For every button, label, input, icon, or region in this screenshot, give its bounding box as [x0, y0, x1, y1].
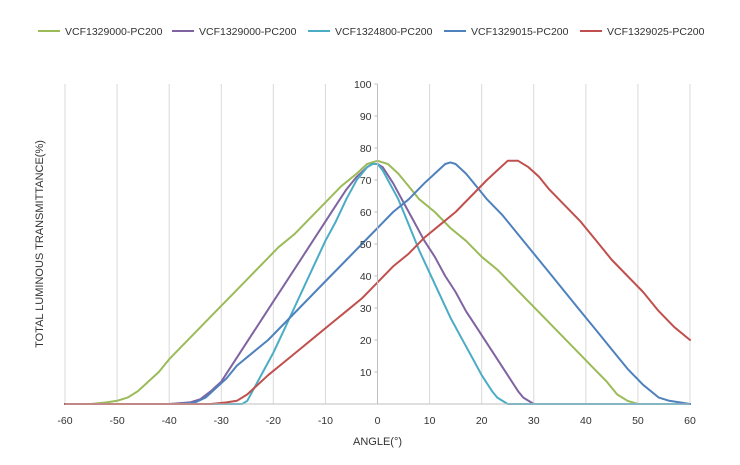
y-axis-label: TOTAL LUMINOUS TRANSMITTANCE(%)	[34, 140, 46, 348]
x-tick-label: 20	[476, 415, 488, 427]
legend-label: VCF1329000-PC200	[199, 26, 297, 38]
y-tick-label: 100	[354, 79, 372, 91]
legend-label: VCF1329000-PC200	[65, 26, 163, 38]
y-tick-label: 20	[360, 335, 372, 347]
legend-label: VCF1324800-PC200	[335, 26, 433, 38]
x-tick-label: -10	[318, 415, 333, 427]
y-tick-label: 30	[360, 303, 372, 315]
y-tick-label: 10	[360, 367, 372, 379]
series-line-5	[64, 159, 691, 405]
series-line-3	[64, 163, 691, 405]
x-tick-label: 50	[632, 415, 644, 427]
x-tick-label: 0	[375, 415, 381, 427]
y-tick-label: 90	[360, 111, 372, 123]
legend: VCF1329000-PC200 VCF1329000-PC200 VCF13248…	[38, 26, 705, 38]
y-tick-label: 40	[360, 271, 372, 283]
x-tick-label: -30	[214, 415, 229, 427]
y-tick-label: 60	[360, 207, 372, 219]
x-axis-label: ANGLE(°)	[353, 436, 402, 448]
series-line-4	[64, 161, 691, 405]
x-tick-label: 40	[580, 415, 592, 427]
legend-label: VCF1329025-PC200	[607, 26, 705, 38]
y-tick-label: 80	[360, 143, 372, 155]
x-tick-label: -20	[266, 415, 281, 427]
x-tick-label: -50	[109, 415, 124, 427]
series-line-1	[64, 159, 691, 405]
y-tick-label: 70	[360, 175, 372, 187]
legend-label: VCF1329015-PC200	[471, 26, 569, 38]
x-tick-label: -60	[57, 415, 72, 427]
axis-layer: -60 -50 -40 -30 -20 -10 0 10 20 30 40 50 60 10 20 30 40 5…	[57, 79, 696, 427]
x-tick-label: 60	[684, 415, 696, 427]
series-layer	[64, 159, 691, 405]
x-tick-label: 30	[528, 415, 540, 427]
y-tick-label: 50	[360, 239, 372, 251]
x-tick-label: 10	[424, 415, 436, 427]
x-tick-label: -40	[162, 415, 177, 427]
